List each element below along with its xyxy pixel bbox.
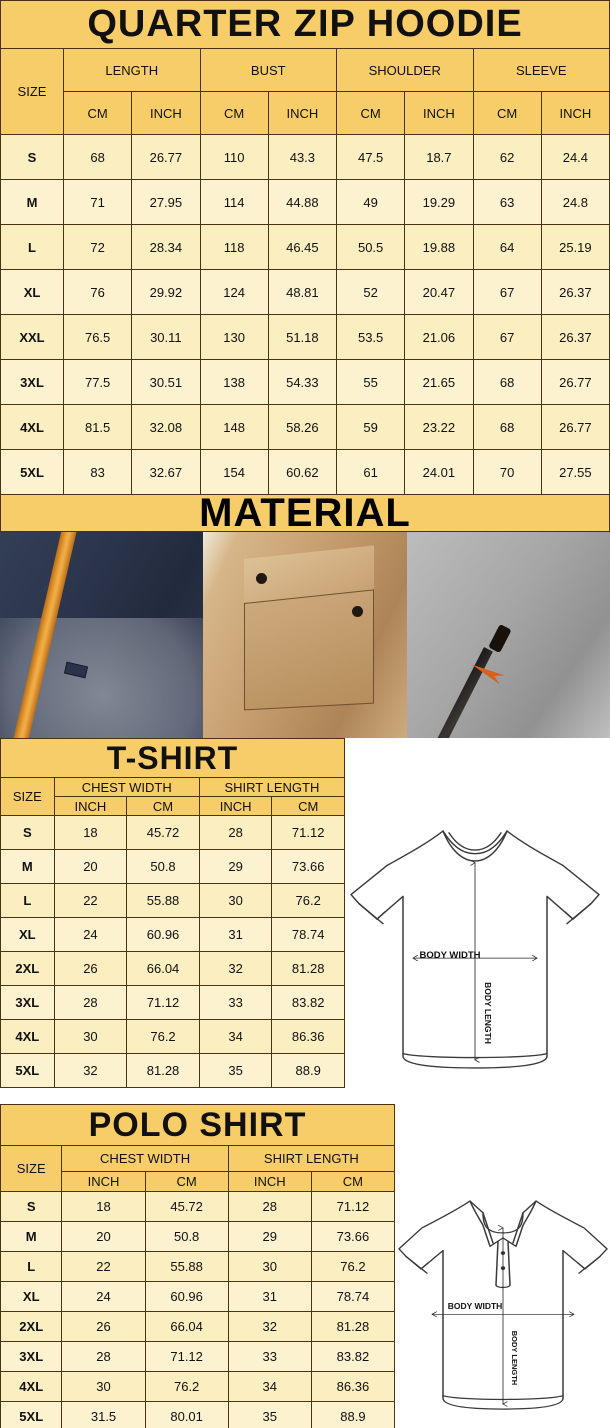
svg-text:BODY WIDTH: BODY WIDTH [448,1301,503,1311]
svg-text:BODY WIDTH: BODY WIDTH [419,950,480,961]
svg-text:BODY LENGTH: BODY LENGTH [483,982,493,1044]
svg-text:BODY LENGTH: BODY LENGTH [510,1331,519,1385]
